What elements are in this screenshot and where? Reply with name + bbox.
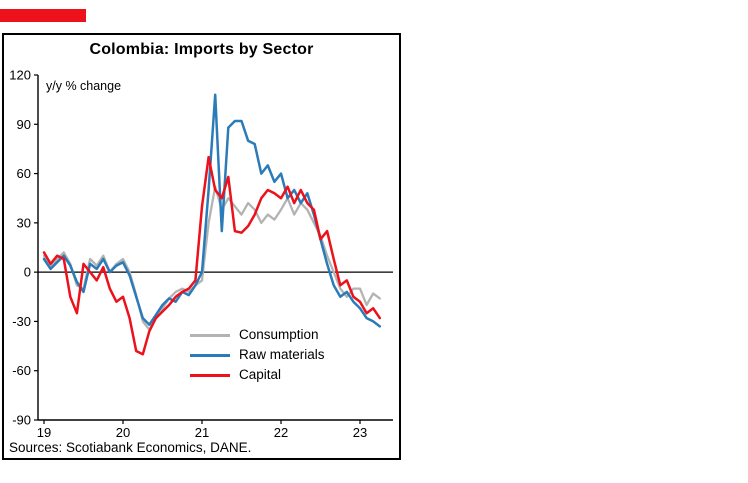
legend-item-raw-materials: Raw materials xyxy=(190,348,325,362)
brand-accent-bar xyxy=(0,9,86,22)
svg-text:60: 60 xyxy=(17,166,31,181)
legend-label-capital: Capital xyxy=(239,367,282,382)
svg-text:20: 20 xyxy=(116,425,130,440)
svg-text:-60: -60 xyxy=(12,363,31,378)
svg-text:19: 19 xyxy=(37,425,51,440)
svg-text:-90: -90 xyxy=(12,413,31,428)
y-axis-unit-label: y/y % change xyxy=(46,79,122,93)
chart-panel: Colombia: Imports by Sector 120 90 60 30 0 -3… xyxy=(2,33,401,460)
svg-text:30: 30 xyxy=(17,215,31,230)
svg-text:21: 21 xyxy=(195,425,209,440)
legend-swatch-raw-materials xyxy=(190,353,230,357)
svg-text:90: 90 xyxy=(17,117,31,132)
legend-label-raw-materials: Raw materials xyxy=(239,347,325,362)
chart-title: Colombia: Imports by Sector xyxy=(89,41,314,58)
legend-swatch-consumption xyxy=(190,333,230,337)
svg-text:120: 120 xyxy=(9,68,31,83)
svg-text:0: 0 xyxy=(24,265,31,280)
legend-swatch-capital xyxy=(190,373,230,377)
legend-item-capital: Capital xyxy=(190,368,325,382)
source-note: Sources: Scotiabank Economics, DANE. xyxy=(9,440,252,455)
legend-item-consumption: Consumption xyxy=(190,328,325,342)
line-chart: 120 90 60 30 0 -30 -60 -90 19 20 21 22 23 xyxy=(9,68,393,440)
chart-legend: Consumption Raw materials Capital xyxy=(190,328,325,382)
legend-label-consumption: Consumption xyxy=(239,327,319,342)
svg-text:-30: -30 xyxy=(12,314,31,329)
svg-text:23: 23 xyxy=(353,425,367,440)
svg-text:22: 22 xyxy=(274,425,288,440)
